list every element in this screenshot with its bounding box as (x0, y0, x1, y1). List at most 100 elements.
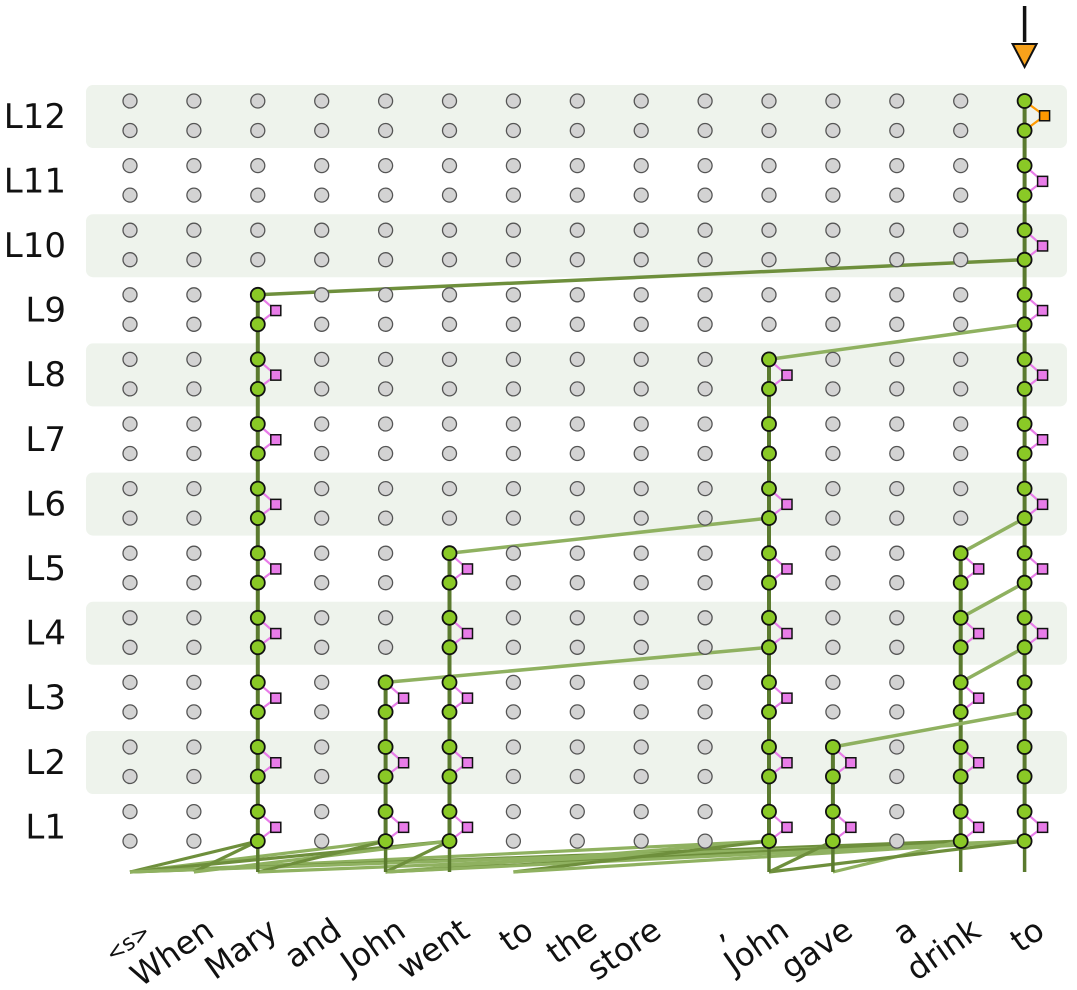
active-node (952, 545, 969, 562)
inactive-node (889, 639, 905, 655)
inactive-node (377, 381, 394, 397)
inactive-node (314, 416, 330, 432)
inactive-node (314, 639, 330, 655)
active-node (1016, 222, 1033, 239)
inactive-node (122, 480, 138, 497)
inactive-node (633, 157, 649, 174)
inactive-node (825, 445, 841, 462)
inactive-node (761, 122, 777, 139)
attention-head-marker (781, 821, 793, 834)
inactive-node (441, 351, 458, 368)
attention-head-marker (461, 563, 474, 575)
inactive-node (505, 122, 522, 139)
inactive-node (314, 833, 330, 849)
attention-edge (959, 645, 1026, 684)
inactive-node (122, 287, 138, 303)
inactive-node (825, 704, 841, 720)
active-node (761, 768, 777, 785)
inactive-node (505, 610, 522, 626)
inactive-node (505, 480, 522, 497)
inactive-node (697, 704, 713, 720)
active-node (952, 833, 969, 849)
residual-streams (255, 101, 1027, 842)
inactive-node (186, 803, 202, 820)
inactive-node (889, 739, 905, 755)
inactive-node (889, 480, 905, 497)
inactive-node (633, 445, 649, 462)
inactive-node (889, 674, 905, 691)
inactive-node (889, 157, 905, 174)
active-node (1016, 510, 1033, 526)
inactive-node (569, 833, 585, 849)
active-node (441, 833, 458, 849)
inactive-node (122, 187, 138, 203)
inactive-node (953, 287, 969, 303)
inactive-node (314, 316, 330, 332)
inactive-node (889, 575, 905, 591)
inactive-node (633, 480, 649, 497)
layer-label-l1: L1 (25, 807, 66, 847)
active-node (825, 803, 841, 820)
inactive-node (761, 287, 777, 303)
inactive-node (186, 575, 202, 591)
active-node (1016, 416, 1033, 432)
active-node (377, 674, 394, 691)
inactive-node (441, 445, 458, 462)
inactive-node (825, 316, 841, 332)
inactive-node (441, 222, 458, 238)
inactive-node (761, 222, 777, 238)
inactive-node (889, 768, 905, 785)
active-node (761, 545, 777, 562)
inactive-node (953, 157, 969, 174)
inactive-node (569, 768, 585, 785)
inactive-node (122, 545, 138, 561)
inactive-node (953, 381, 969, 397)
inactive-node (122, 381, 138, 397)
active-node (1016, 445, 1033, 462)
attention-head-marker (781, 692, 793, 704)
active-node (1016, 187, 1033, 204)
inactive-node (953, 445, 969, 462)
inactive-node (633, 545, 649, 561)
inactive-node (953, 222, 969, 238)
active-node (761, 416, 777, 432)
inactive-node (441, 510, 458, 526)
inactive-node (505, 287, 522, 303)
inactive-node (250, 93, 266, 109)
inactive-node (825, 381, 841, 397)
inactive-node (633, 639, 649, 655)
inactive-node (122, 803, 138, 820)
inactive-node (569, 93, 585, 109)
active-node (377, 739, 394, 755)
layer-label-l7: L7 (25, 420, 66, 460)
active-node (377, 704, 394, 720)
inactive-node (505, 445, 522, 462)
active-node (761, 574, 777, 591)
active-node (1016, 704, 1033, 720)
inactive-node (569, 639, 585, 655)
inactive-node (314, 351, 330, 368)
active-node (1016, 480, 1033, 497)
inactive-node (761, 93, 777, 109)
inactive-node (314, 575, 330, 591)
inactive-node (569, 351, 585, 368)
inactive-node (889, 93, 905, 109)
inactive-node (953, 93, 969, 109)
active-node (441, 704, 458, 720)
layer-label-l6: L6 (25, 484, 66, 524)
inactive-node (825, 287, 841, 303)
inactive-node (122, 739, 138, 755)
inactive-node (569, 575, 585, 591)
inactive-node (377, 351, 394, 368)
inactive-node (761, 252, 777, 268)
inactive-node (250, 187, 266, 203)
inactive-node (505, 704, 522, 720)
inactive-node (697, 739, 713, 755)
inactive-node (569, 704, 585, 720)
active-node (761, 510, 777, 526)
inactive-node (186, 445, 202, 462)
active-node (1016, 316, 1033, 333)
active-node (1016, 251, 1033, 268)
inactive-node (825, 639, 841, 655)
token-label: Mary (198, 910, 285, 987)
